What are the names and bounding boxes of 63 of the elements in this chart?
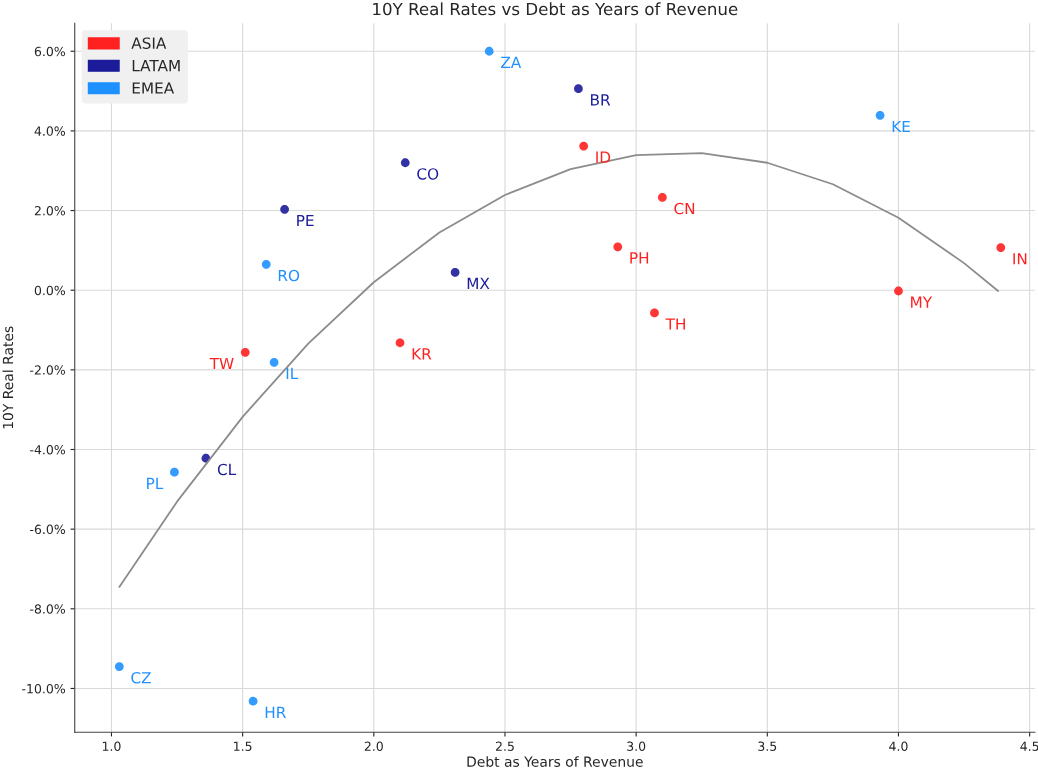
point <box>613 242 623 252</box>
y-tick-label: 2.0% <box>34 206 66 216</box>
point <box>261 259 271 269</box>
point <box>574 84 583 94</box>
data-label: IL <box>286 367 299 379</box>
legend-label: ASIA <box>131 37 167 49</box>
data-label: RO <box>278 269 300 282</box>
y-tick-label: 4.0% <box>34 126 66 136</box>
data-label: TH <box>665 318 685 330</box>
point <box>579 141 589 151</box>
point <box>400 158 410 168</box>
point <box>114 662 124 671</box>
data-label: CO <box>417 168 439 180</box>
data-label: MY <box>911 296 933 308</box>
point <box>248 696 258 706</box>
point <box>894 286 903 296</box>
data-label: ZA <box>501 56 522 68</box>
chart-title: 10Y Real Rates vs Debt as Years of Revenue <box>373 2 738 16</box>
x-tick-label: 4.5 <box>1020 741 1038 751</box>
y-tick-label: 0.0% <box>34 285 66 296</box>
legend-label: EMEA <box>132 82 175 94</box>
x-tick-label: 4.0 <box>889 741 908 751</box>
data-label: TW <box>209 357 234 370</box>
data-label: CN <box>674 202 695 215</box>
data-label: MX <box>467 277 490 289</box>
data-label: KR <box>412 348 432 360</box>
x-axis-title: Debt as Years of Revenue <box>467 756 643 767</box>
data-label: IN <box>1013 253 1027 265</box>
point <box>395 338 405 348</box>
y-tick-label: -4.0% <box>30 444 66 455</box>
data-label: PL <box>147 477 164 489</box>
point <box>269 357 279 367</box>
point <box>240 347 250 357</box>
data-label: BR <box>591 94 611 106</box>
point <box>657 193 667 202</box>
point <box>484 46 494 56</box>
point <box>875 110 885 120</box>
point <box>996 243 1006 252</box>
x-tick-label: 3.5 <box>758 741 777 751</box>
x-tick-label: 3.0 <box>627 741 646 751</box>
y-tick-label: -8.0% <box>30 604 66 614</box>
y-tick-label: -6.0% <box>30 524 66 535</box>
y-tick-label: -2.0% <box>30 365 66 375</box>
data-label: PH <box>630 252 649 264</box>
data-label: HR <box>265 706 286 718</box>
legend-label: LATAM <box>132 60 180 72</box>
data-label: PE <box>297 214 314 227</box>
y-axis-title: 10Y Real Rates <box>2 326 14 429</box>
line-series <box>118 152 1000 588</box>
x-tick-label: 2.0 <box>364 741 383 751</box>
data-label: CL <box>217 463 237 476</box>
point <box>170 467 179 477</box>
point <box>280 204 289 214</box>
data-label: CZ <box>131 671 151 684</box>
x-tick-label: 2.5 <box>495 741 514 751</box>
point <box>450 267 460 277</box>
x-tick-label: 1.0 <box>102 741 121 751</box>
data-label: ID <box>596 151 611 163</box>
y-tick-label: 6.0% <box>34 46 66 57</box>
data-label: KE <box>892 120 910 133</box>
y-tick-label: -10.0% <box>22 683 66 694</box>
x-tick-label: 1.5 <box>234 741 252 751</box>
point <box>650 308 659 318</box>
